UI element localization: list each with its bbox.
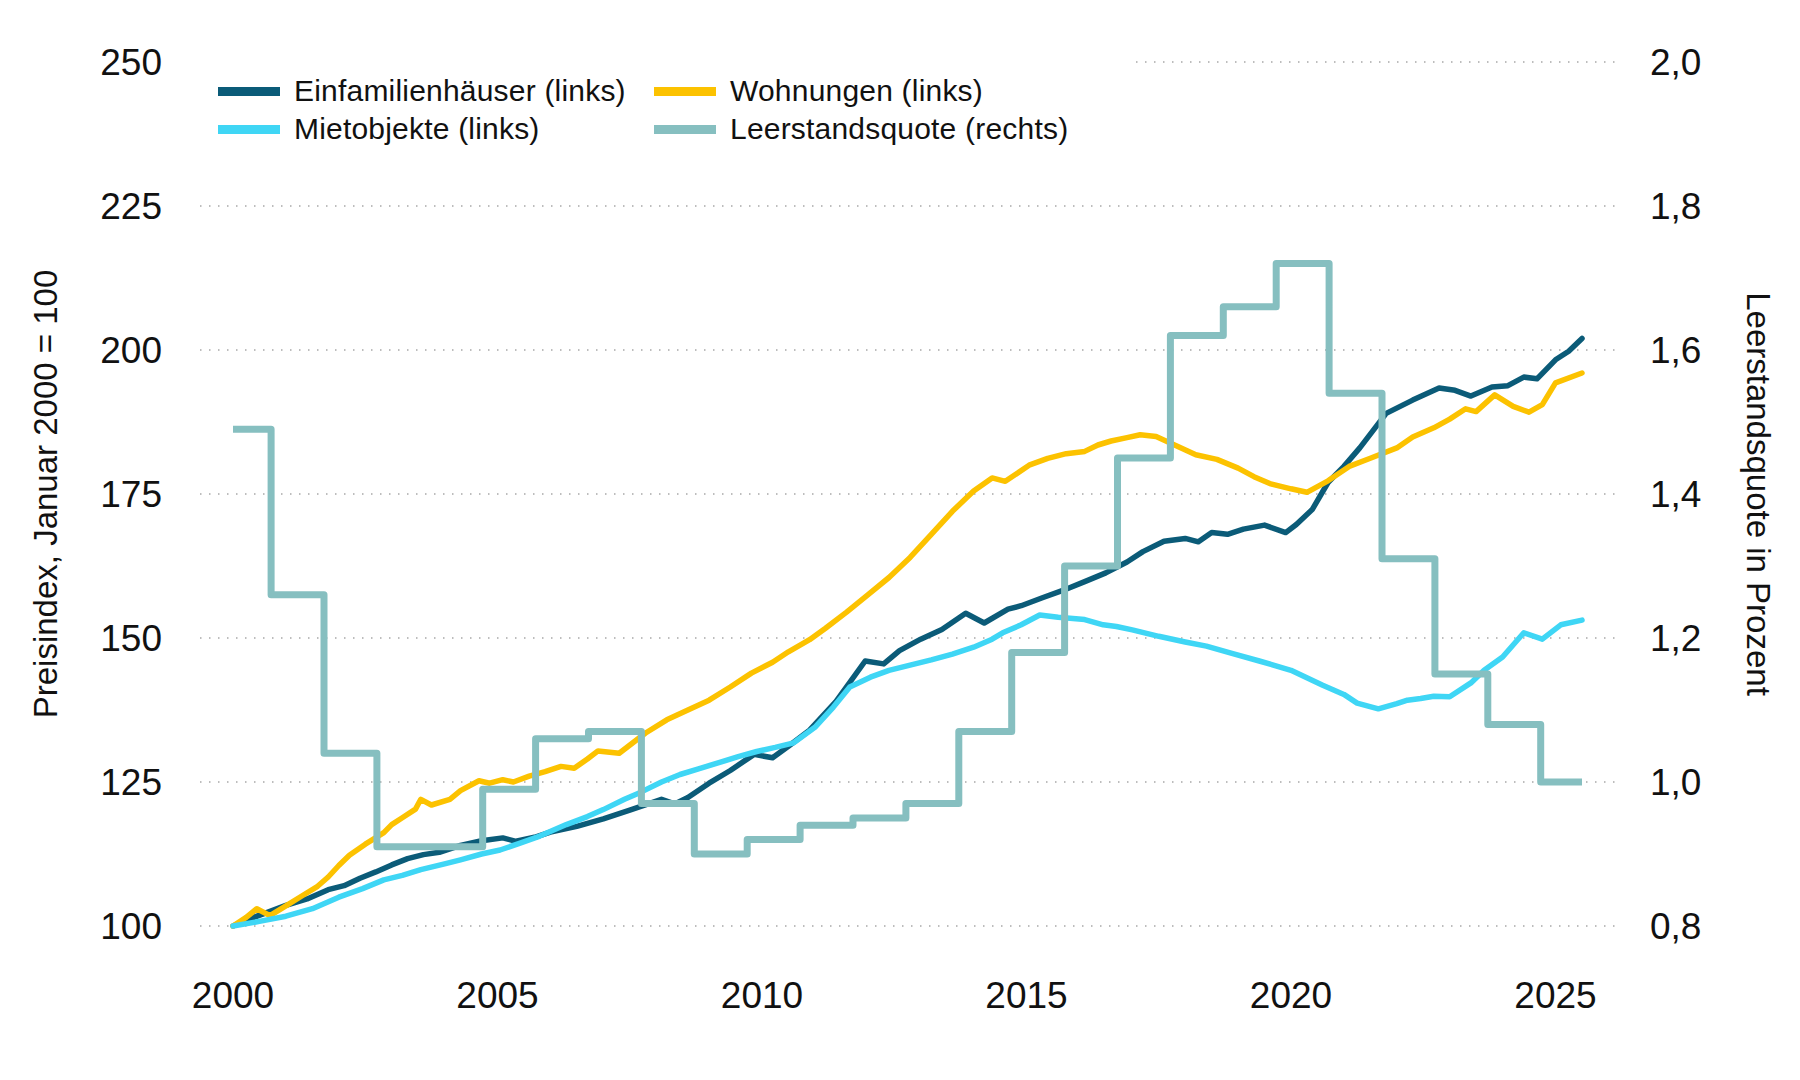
right-axis-tick: 1,4 — [1650, 474, 1701, 515]
legend: Einfamilienhäuser (links) Wohnungen (lin… — [200, 50, 1135, 152]
right-axis-title: Leerstandsquote in Prozent — [1739, 292, 1777, 696]
left-axis-tick: 225 — [100, 186, 162, 227]
right-axis-tick: 0,8 — [1650, 906, 1701, 947]
right-axis-tick: 1,6 — [1650, 330, 1701, 371]
left-axis-tick: 175 — [100, 474, 162, 515]
x-axis-tick: 2005 — [456, 975, 538, 1016]
left-axis-tick: 250 — [100, 42, 162, 83]
legend-label: Einfamilienhäuser (links) — [294, 74, 626, 108]
legend-item-mietobjekte: Mietobjekte (links) — [218, 112, 654, 146]
plot-area: 250 225 200 175 150 125 100 2,0 1,8 1,6 1,4 1,2 1,0 0… — [0, 0, 1800, 1080]
right-axis-tick: 2,0 — [1650, 42, 1701, 83]
x-axis-tick: 2010 — [721, 975, 803, 1016]
einfamilienhaeuser-swatch — [218, 87, 280, 96]
x-axis-tick: 2025 — [1514, 975, 1596, 1016]
series-line-mietobjekte — [233, 615, 1582, 926]
legend-label: Wohnungen (links) — [730, 74, 983, 108]
legend-label: Leerstandsquote (rechts) — [730, 112, 1068, 146]
right-axis-tick: 1,2 — [1650, 618, 1701, 659]
wohnungen-swatch — [654, 87, 716, 96]
vacancy-price-chart: 250 225 200 175 150 125 100 2,0 1,8 1,6 1,4 1,2 1,0 0… — [0, 0, 1800, 1080]
legend-item-leerstandsquote: Leerstandsquote (rechts) — [654, 112, 1135, 146]
x-axis-tick: 2015 — [985, 975, 1067, 1016]
right-axis-tick: 1,8 — [1650, 186, 1701, 227]
left-axis-title: Preisindex, Januar 2000 = 100 — [27, 270, 65, 719]
x-axis-tick: 2020 — [1250, 975, 1332, 1016]
mietobjekte-swatch — [218, 125, 280, 134]
leerstandsquote-swatch — [654, 125, 716, 134]
left-axis-tick: 200 — [100, 330, 162, 371]
left-axis-tick: 125 — [100, 762, 162, 803]
legend-item-einfamilienhaeuser: Einfamilienhäuser (links) — [218, 74, 654, 108]
legend-label: Mietobjekte (links) — [294, 112, 540, 146]
left-axis-tick: 100 — [100, 906, 162, 947]
x-axis-tick: 2000 — [192, 975, 274, 1016]
legend-item-wohnungen: Wohnungen (links) — [654, 74, 1135, 108]
right-axis-tick: 1,0 — [1650, 762, 1701, 803]
left-axis-tick: 150 — [100, 618, 162, 659]
